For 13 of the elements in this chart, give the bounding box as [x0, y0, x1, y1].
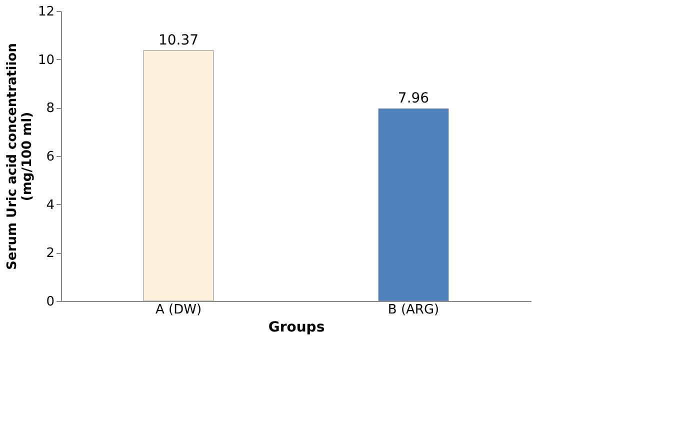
- y-tick-label: 8: [46, 101, 54, 116]
- data-label: 10.37: [158, 32, 199, 48]
- y-axis-title: Serum Uric acid concentratiion (mg/100 ml): [4, 43, 35, 270]
- x-tick-label: B (ARG): [388, 302, 440, 318]
- y-tick-label: 4: [46, 198, 54, 213]
- y-tick-label: 12: [38, 4, 54, 20]
- data-label: 7.96: [398, 90, 430, 107]
- y-tick-label: 0: [46, 294, 54, 310]
- y-tick-label: 6: [46, 150, 54, 164]
- y-tick-label: 2: [46, 246, 54, 262]
- y-tick-label: 10: [38, 52, 54, 68]
- x-axis-title: Groups: [268, 320, 325, 336]
- x-tick-label: A (DW): [155, 302, 202, 318]
